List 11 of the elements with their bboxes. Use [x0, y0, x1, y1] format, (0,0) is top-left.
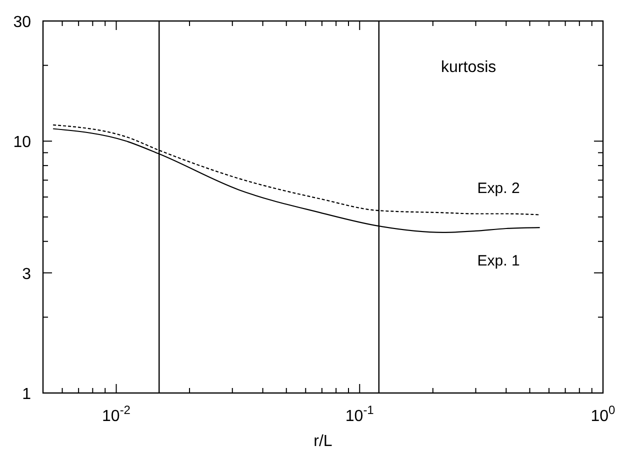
annotation: kurtosis	[441, 59, 496, 76]
y-tick-label: 30	[13, 14, 32, 31]
x-tick-label: 10$^{-2}$	[102, 403, 131, 425]
x-tick-label: 10$^{-1}$	[345, 403, 374, 425]
y-tick-label: 1	[22, 386, 32, 403]
series-label: Exp. 1	[477, 252, 520, 270]
y-tick-label: 10	[13, 134, 32, 152]
series-label: Exp. 2	[477, 180, 520, 197]
x-tick-label: 10$^{0}$	[590, 403, 616, 425]
x-axis-title: r/L	[314, 433, 332, 450]
y-tick-label: 3	[22, 266, 32, 283]
